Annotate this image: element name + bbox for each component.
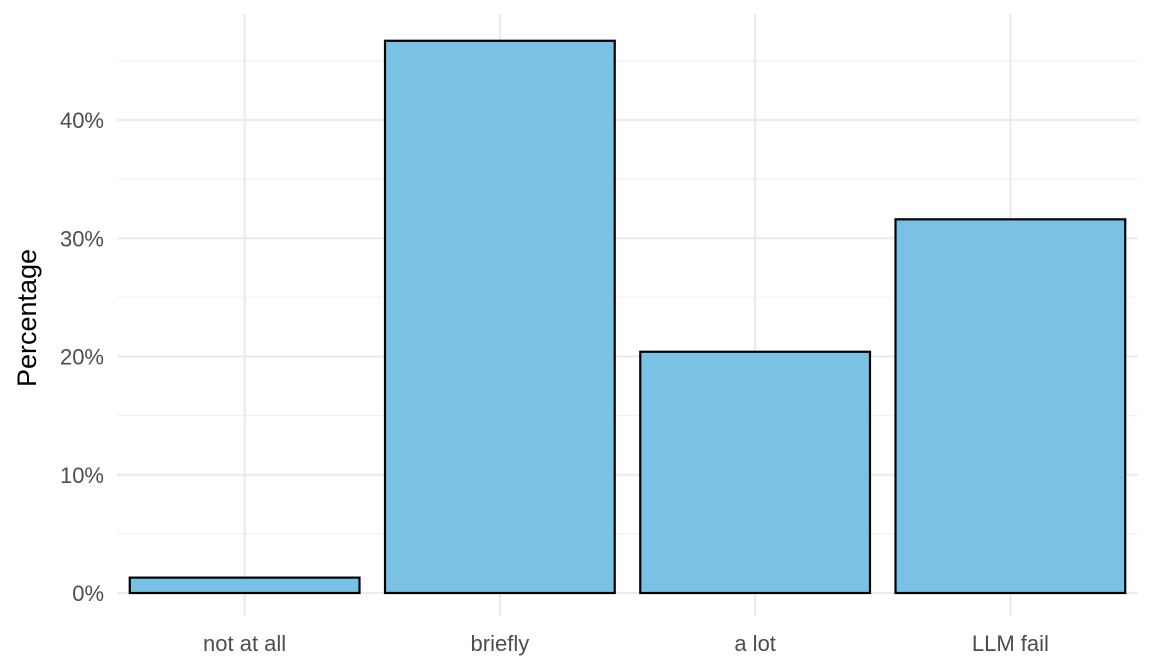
x-tick-label: briefly bbox=[471, 631, 530, 656]
y-tick-label: 10% bbox=[60, 463, 104, 488]
x-axis-tick-labels: not at all briefly a lot LLM fail bbox=[203, 631, 1049, 656]
y-tick-label: 20% bbox=[60, 345, 104, 370]
x-tick-label: LLM fail bbox=[972, 631, 1049, 656]
y-axis-title: Percentage bbox=[12, 249, 42, 387]
y-tick-label: 40% bbox=[60, 108, 104, 133]
bar-llm-fail bbox=[894, 218, 1127, 595]
bars bbox=[128, 39, 1127, 595]
bar-not-at-all bbox=[128, 576, 361, 595]
y-tick-label: 30% bbox=[60, 226, 104, 251]
bar-briefly bbox=[383, 39, 616, 595]
x-tick-label: a lot bbox=[734, 631, 776, 656]
bar-a-lot bbox=[639, 350, 872, 595]
y-axis-tick-labels: 0% 10% 20% 30% 40% bbox=[60, 108, 104, 606]
x-tick-label: not at all bbox=[203, 631, 286, 656]
y-tick-label: 0% bbox=[72, 581, 104, 606]
